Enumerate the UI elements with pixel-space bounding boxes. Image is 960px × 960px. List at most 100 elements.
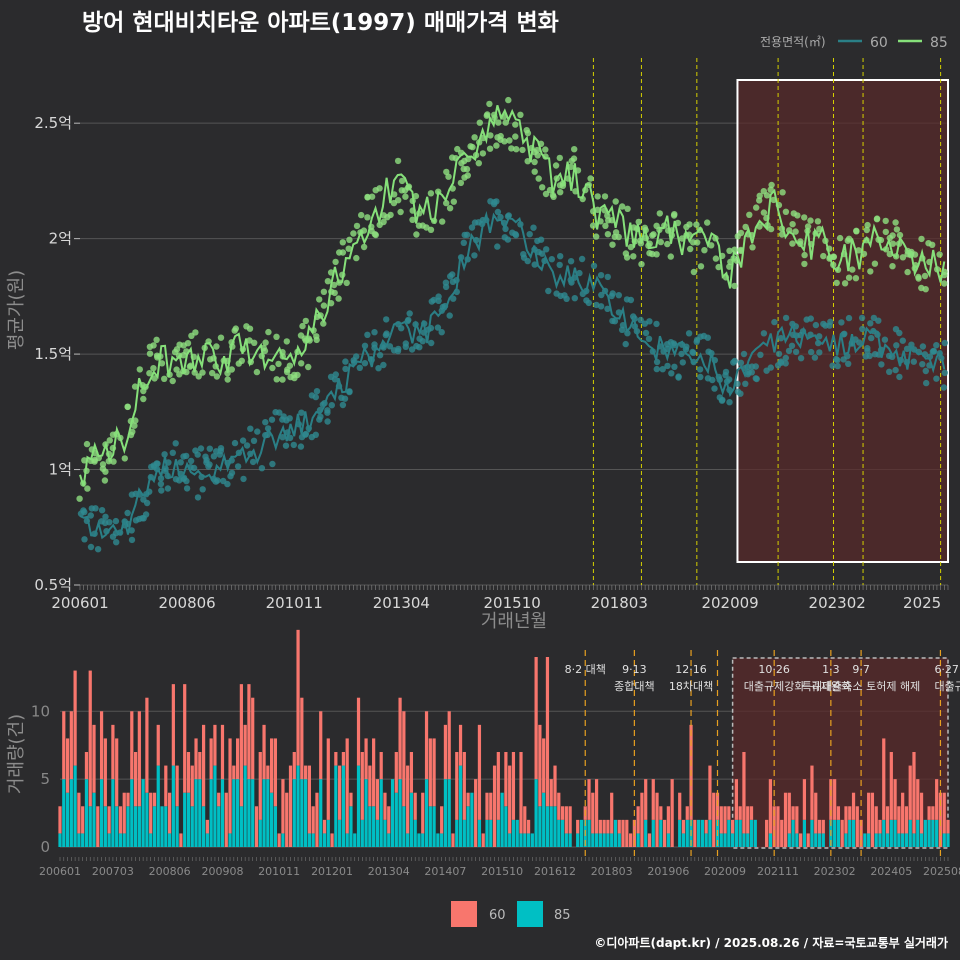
volume-xtick-label: 202111: [757, 865, 799, 878]
volume-bar-85: [122, 833, 126, 847]
volume-bar-60: [617, 819, 621, 834]
price-chart: 0.5억 1억 1.5억 2억 2.5억 200601 200806 201011 201304…: [6, 58, 949, 632]
price-point-60: [398, 325, 405, 332]
volume-ytick-label: 5: [40, 770, 50, 788]
price-point-60: [543, 246, 550, 253]
volume-bar-60: [474, 779, 478, 847]
price-point-85: [768, 181, 775, 189]
price-point-85: [693, 221, 700, 228]
price-point-85: [820, 252, 827, 260]
price-point-85: [623, 254, 631, 261]
volume-bar-85: [508, 833, 512, 847]
volume-bar-60: [281, 779, 285, 834]
price-point-85: [339, 249, 347, 256]
price-point-60: [637, 316, 644, 324]
volume-bar-85: [360, 819, 364, 847]
volume-bar-60: [814, 792, 818, 834]
price-point-85: [217, 334, 225, 341]
volume-bar-85: [213, 765, 217, 847]
price-point-85: [316, 296, 323, 303]
price-point-85: [505, 96, 512, 104]
volume-bar-60: [277, 833, 281, 847]
price-point-85: [889, 263, 896, 270]
price-point-60: [782, 354, 789, 362]
price-point-85: [150, 365, 157, 372]
price-point-85: [475, 160, 482, 167]
price-point-85: [339, 239, 346, 246]
volume-bar-60: [927, 806, 931, 820]
volume-bar-85: [417, 833, 421, 847]
price-point-85: [936, 251, 943, 258]
price-point-85: [807, 217, 814, 224]
volume-bar-60: [133, 752, 138, 807]
volume-bar-85: [118, 833, 123, 847]
volume-bar-60: [73, 670, 77, 766]
volume-bar-85: [65, 792, 70, 847]
volume-bar-60: [92, 724, 96, 793]
price-point-60: [386, 343, 394, 350]
price-point-60: [94, 546, 102, 553]
volume-bar-85: [322, 833, 327, 847]
price-point-60: [538, 250, 546, 257]
price-point-85: [324, 278, 332, 285]
price-point-85: [273, 333, 280, 340]
volume-bar-85: [719, 833, 723, 847]
price-point-85: [409, 216, 416, 223]
price-point-85: [664, 240, 671, 248]
volume-bar-85: [262, 779, 266, 847]
volume-bar-85: [398, 779, 402, 847]
volume-bar-85: [904, 833, 909, 847]
volume-bar-60: [190, 765, 194, 807]
volume-bar-60: [685, 806, 689, 820]
volume-bar-85: [183, 792, 187, 847]
volume-bar-85: [897, 833, 901, 847]
price-point-60: [183, 477, 190, 485]
price-point-60: [239, 437, 247, 444]
volume-bar-60: [780, 819, 784, 847]
volume-bar-60: [164, 765, 168, 807]
price-point-85: [439, 218, 446, 225]
volume-bar-85: [402, 806, 406, 847]
volume-bar-85: [107, 833, 111, 847]
price-point-85: [779, 189, 786, 196]
volume-bar-60: [557, 792, 561, 820]
volume-bar-85: [167, 833, 172, 847]
volume-bar-60: [534, 657, 538, 780]
price-point-60: [653, 365, 660, 373]
price-point-60: [878, 361, 885, 368]
volume-bar-60: [651, 779, 655, 820]
volume-bar-85: [115, 806, 119, 847]
price-point-60: [696, 366, 704, 373]
price-point-60: [718, 397, 726, 404]
price-point-85: [358, 211, 365, 219]
price-point-60: [597, 272, 605, 279]
price-point-60: [598, 291, 605, 299]
price-point-85: [609, 241, 616, 248]
volume-bar-85: [84, 779, 89, 847]
price-point-85: [343, 279, 350, 287]
price-point-60: [690, 349, 697, 356]
price-point-85: [476, 119, 483, 126]
volume-bar-60: [167, 792, 172, 834]
price-point-60: [711, 385, 718, 392]
price-point-85: [283, 338, 290, 345]
price-point-60: [214, 477, 221, 484]
volume-bar-85: [696, 819, 701, 847]
volume-bar-60: [338, 765, 342, 820]
price-point-60: [578, 255, 586, 263]
price-point-60: [760, 330, 768, 337]
price-point-60: [463, 231, 471, 238]
price-point-60: [402, 340, 409, 347]
volume-bar-60: [201, 724, 206, 807]
volume-bar-85: [814, 833, 818, 847]
price-point-85: [882, 217, 889, 225]
price-point-85: [232, 325, 239, 332]
volume-bar-60: [836, 806, 841, 820]
price-point-60: [199, 486, 206, 493]
price-point-85: [767, 225, 775, 233]
volume-bar-60: [946, 819, 950, 834]
price-point-85: [479, 150, 487, 157]
price-ytick-label: 1.5억: [34, 345, 72, 363]
price-point-60: [312, 431, 319, 438]
price-point-60: [505, 212, 512, 219]
